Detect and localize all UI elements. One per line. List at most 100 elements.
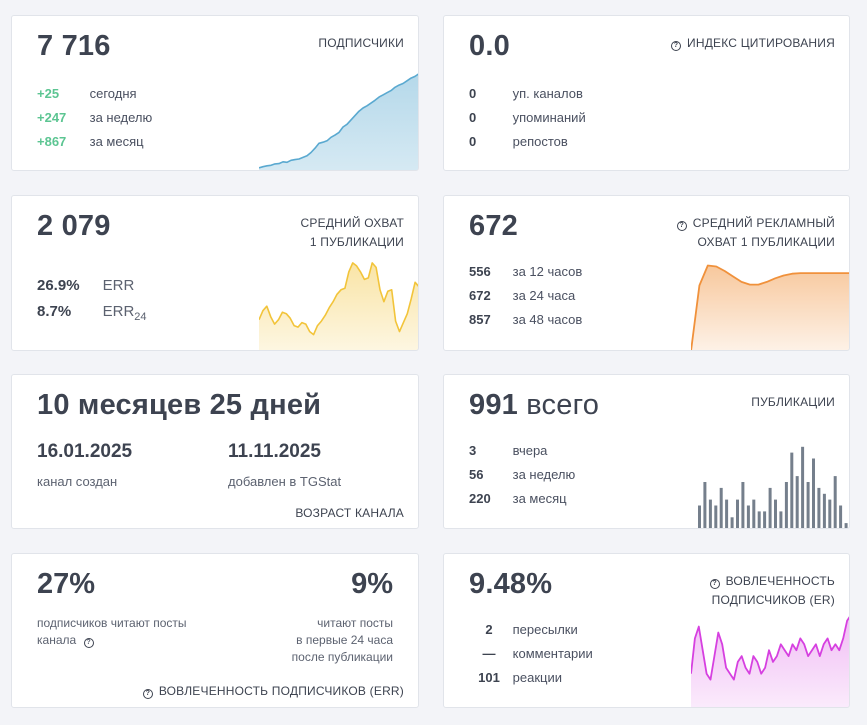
readers-desc-line2-wrap: канала ?	[37, 632, 187, 649]
subscribers-count: 7 716	[37, 30, 111, 62]
chart-bar	[725, 499, 729, 528]
stat-row-mentions: 0 упоминаний	[469, 106, 586, 130]
posts-card[interactable]: 991 всего ПУБЛИКАЦИИ 3 вчера 56 за недел…	[443, 374, 850, 529]
reach-card[interactable]: 2 079 СРЕДНИЙ ОХВАТ 1 ПУБЛИКАЦИИ 26.9% E…	[11, 195, 419, 351]
channel-age-value: 10 месяцев 25 дней	[37, 389, 322, 421]
chart-area-fill	[259, 262, 418, 350]
stat-value: +247	[37, 110, 67, 125]
stat-row-month: 220 за месяц	[469, 487, 575, 511]
stat-row-week: 56 за неделю	[469, 463, 575, 487]
subscribers-chart[interactable]	[259, 71, 419, 171]
stat-label: реакции	[512, 670, 562, 685]
subscribers-card[interactable]: 7 716 ПОДПИСЧИКИ +25 сегодня +247 за нед…	[11, 15, 419, 171]
posts-chart[interactable]	[698, 435, 850, 529]
stat-value: 220	[469, 491, 491, 506]
posts-title: ПУБЛИКАЦИИ	[751, 395, 835, 409]
chart-series-line	[691, 264, 849, 350]
chart-bar	[736, 499, 739, 528]
citation-card[interactable]: 0.0 ? ИНДЕКС ЦИТИРОВАНИЯ 0 уп. каналов 0 …	[443, 15, 850, 171]
readers-24h-desc-line3: после публикации	[291, 650, 393, 664]
chart-bar	[746, 505, 750, 528]
err24-label-main: ERR	[102, 303, 135, 320]
stat-row-comments: — комментарии	[469, 642, 593, 666]
chart-series-line	[691, 616, 849, 681]
help-icon[interactable]: ?	[142, 689, 153, 699]
added-label: добавлен в TGStat	[228, 474, 342, 489]
stat-value: +867	[37, 134, 67, 149]
chart-series-line	[259, 262, 418, 336]
stat-row-today: +25 сегодня	[37, 82, 152, 106]
chart-bar	[703, 482, 707, 528]
chart-bar	[833, 476, 837, 528]
reach-title-line2: 1 ПУБЛИКАЦИИ	[309, 235, 404, 249]
reach-value: 2 079	[37, 210, 111, 242]
chart-bar	[784, 482, 788, 528]
stat-row-week: +247 за неделю	[37, 106, 152, 130]
err24-label: ERR24	[102, 303, 147, 323]
help-icon[interactable]: ?	[671, 41, 682, 51]
chart-bar	[768, 487, 772, 528]
err24-row: 8.7% ERR24	[37, 299, 147, 325]
engagement-chart[interactable]	[691, 609, 850, 708]
engagement-card[interactable]: 9.48% ? ВОВЛЕЧЕННОСТЬ ПОДПИСЧИКОВ (ER) 2 …	[443, 553, 850, 708]
chart-bar	[839, 505, 843, 528]
ad-reach-stats: 556 за 12 часов 672 за 24 часа 857 за 48…	[469, 260, 582, 332]
stat-value: 672	[469, 288, 491, 303]
err24-value: 8.7%	[37, 303, 72, 320]
created-block: 16.01.2025 канал создан	[37, 441, 132, 489]
stat-label: за 12 часов	[512, 264, 583, 279]
chart-bar	[698, 505, 701, 528]
ad-reach-card[interactable]: 672 ? СРЕДНИЙ РЕКЛАМНЫЙ ОХВАТ 1 ПУБЛИКАЦИ…	[443, 195, 850, 351]
chart-bar	[774, 499, 777, 528]
chart-bar	[730, 517, 734, 528]
readers-title-wrap: ? ВОВЛЕЧЕННОСТЬ ПОДПИСЧИКОВ (ERR)	[142, 684, 404, 699]
chart-bar	[795, 476, 799, 528]
help-icon[interactable]: ?	[676, 221, 687, 231]
readers-24h-desc-line1: читают посты	[317, 616, 393, 630]
help-icon[interactable]: ?	[83, 638, 94, 648]
stat-label: за 24 часа	[512, 288, 576, 303]
stat-label: пересылки	[512, 622, 578, 637]
stat-value: 0	[469, 110, 477, 125]
stat-row-reactions: 101 реакции	[469, 666, 593, 690]
stat-row-24h: 672 за 24 часа	[469, 284, 582, 308]
ad-reach-title-line2: ОХВАТ 1 ПУБЛИКАЦИИ	[697, 235, 835, 249]
citation-chart[interactable]	[691, 71, 850, 171]
reach-chart[interactable]	[259, 251, 419, 351]
stat-row-reposts: 0 репостов	[469, 130, 586, 154]
err-label: ERR	[102, 277, 135, 294]
posts-count-suffix: всего	[526, 389, 600, 421]
chart-bar	[806, 482, 810, 528]
stat-label: вчера	[512, 443, 548, 458]
chart-bar	[719, 487, 723, 528]
posts-total: 991 всего	[469, 389, 599, 422]
engagement-value: 9.48%	[469, 568, 553, 600]
readers-percent: 27%	[37, 568, 96, 600]
reach-err-stats: 26.9% ERR 8.7% ERR24	[37, 273, 147, 325]
readers-title: ВОВЛЕЧЕННОСТЬ ПОДПИСЧИКОВ (ERR)	[158, 684, 404, 698]
help-icon[interactable]: ?	[709, 579, 720, 589]
ad-reach-chart[interactable]	[691, 251, 850, 351]
ad-reach-value: 672	[469, 210, 518, 242]
stat-row-yesterday: 3 вчера	[469, 439, 575, 463]
channel-age-card[interactable]: 10 месяцев 25 дней 16.01.2025 канал созд…	[11, 374, 419, 529]
stat-value: 0	[469, 134, 477, 149]
stat-row-forwards: 2 пересылки	[469, 618, 593, 642]
stat-label: за неделю	[89, 110, 153, 125]
chart-bar	[812, 458, 815, 528]
subscribers-stats: +25 сегодня +247 за неделю +867 за месяц	[37, 82, 152, 154]
posts-stats: 3 вчера 56 за неделю 220 за месяц	[469, 439, 575, 511]
readers-card[interactable]: 27% подписчиков читают посты канала ? 9%…	[11, 553, 419, 708]
citation-index-value: 0.0	[469, 30, 510, 62]
stat-label: за неделю	[512, 467, 576, 482]
err24-label-sub: 24	[134, 311, 147, 323]
stat-row-channels: 0 уп. каналов	[469, 82, 586, 106]
chart-bar	[779, 511, 783, 528]
stat-label: за 48 часов	[512, 312, 583, 327]
readers-24h-percent: 9%	[351, 568, 393, 600]
added-block: 11.11.2025 добавлен в TGStat	[228, 441, 341, 489]
readers-desc-line2: канала	[37, 633, 77, 647]
readers-desc-line1: подписчиков читают посты	[37, 616, 187, 630]
stat-value: 556	[469, 264, 491, 279]
stat-value: 857	[469, 312, 491, 327]
